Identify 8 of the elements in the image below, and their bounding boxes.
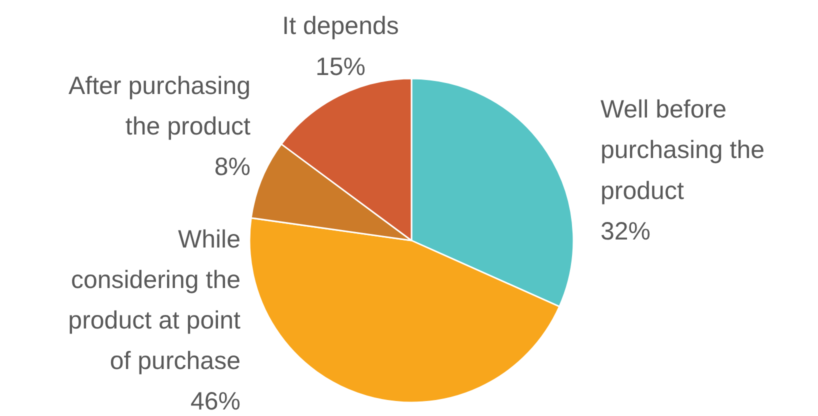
slice-label: While considering the product at point of purchase	[68, 225, 241, 376]
data-label: 15%	[315, 52, 366, 81]
data-label: 46%	[190, 388, 241, 416]
data-label: 32%	[600, 217, 651, 246]
slice-label: Well before purchasing the product	[600, 96, 765, 205]
slice-label: It depends	[282, 12, 399, 40]
slice-label: After purchasing the product	[68, 72, 251, 140]
data-label: 8%	[214, 153, 251, 182]
